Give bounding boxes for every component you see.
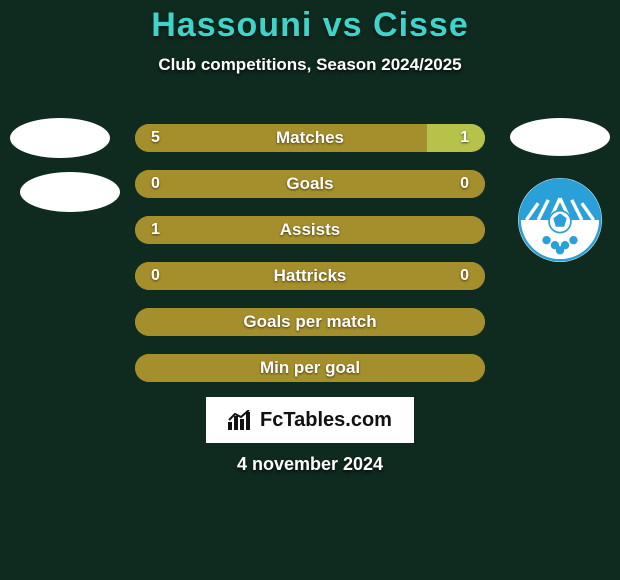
stat-bar-row: Matches51 — [135, 124, 485, 152]
page-title: Hassouni vs Cisse — [0, 0, 620, 45]
stat-bar-row: Min per goal — [135, 354, 485, 382]
infographic-canvas: Hassouni vs Cisse Club competitions, Sea… — [0, 0, 620, 580]
stat-bars: Matches51 Goals00 Assists1 Hattricks00 Goals… — [135, 124, 485, 400]
stat-bar-row: Goals00 — [135, 170, 485, 198]
bar-fill-left — [135, 216, 485, 244]
watermark-text: FcTables.com — [260, 409, 392, 432]
bar-fill-right — [427, 124, 485, 152]
vs-separator: vs — [312, 6, 373, 44]
stat-bar-row: Goals per match — [135, 308, 485, 336]
date-text: 4 november 2024 — [0, 454, 620, 475]
bar-fill-left — [135, 262, 485, 290]
bar-fill-left — [135, 170, 485, 198]
team-crest-right — [518, 178, 602, 262]
stat-bar-row: Assists1 — [135, 216, 485, 244]
team-logo-left-2 — [20, 172, 120, 212]
watermark-icon — [228, 410, 254, 430]
team-logo-left-1 — [10, 118, 110, 158]
player2-name: Cisse — [373, 6, 469, 44]
stat-bar-row: Hattricks00 — [135, 262, 485, 290]
team-logo-right-1 — [510, 118, 610, 156]
subtitle: Club competitions, Season 2024/2025 — [0, 55, 620, 75]
bar-fill-left — [135, 354, 485, 382]
watermark: FcTables.com — [206, 397, 414, 443]
bar-fill-left — [135, 308, 485, 336]
crest-icon — [518, 178, 602, 262]
player1-name: Hassouni — [151, 6, 312, 44]
bar-fill-left — [135, 124, 427, 152]
